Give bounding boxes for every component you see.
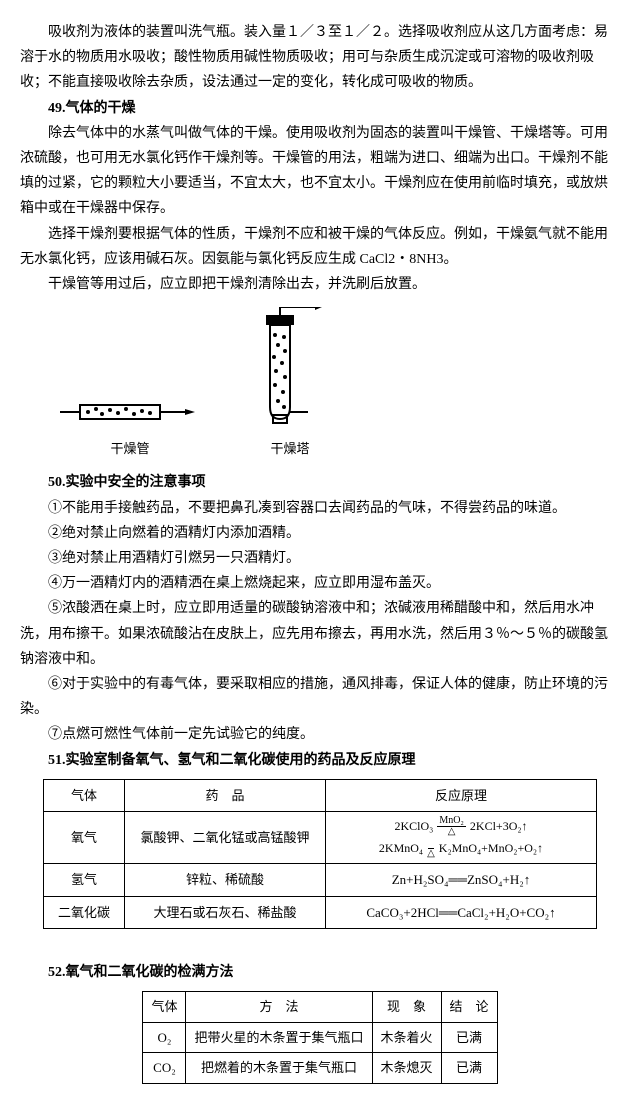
table-row: 气体 方 法 现 象 结 论	[143, 992, 497, 1022]
table-52: 气体 方 法 现 象 结 论 O₂ 把带火星的木条置于集气瓶口 木条着火 已满 …	[142, 991, 497, 1083]
s50-item-2: ②绝对禁止向燃着的酒精灯内添加酒精。	[20, 521, 620, 546]
cell-concl: 已满	[441, 1053, 497, 1083]
cell-method: 把带火星的木条置于集气瓶口	[186, 1022, 372, 1052]
table-51: 气体 药 品 反应原理 氧气 氯酸钾、二氧化锰或高锰酸钾 2KClO₃ MnO₂…	[43, 779, 597, 929]
table-row: 气体 药 品 反应原理	[44, 779, 597, 811]
s50-item-4: ④万一酒精灯内的酒精洒在桌上燃烧起来，应立即用湿布盖灭。	[20, 571, 620, 596]
section-49-title: 49.气体的干燥	[20, 96, 620, 121]
eq-part: 2KMnO₄	[379, 838, 423, 860]
cell-gas: CO₂	[143, 1053, 186, 1083]
cell-reagent: 大理石或石灰石、稀盐酸	[125, 896, 326, 928]
th-concl: 结 论	[441, 992, 497, 1022]
cell-eq: 2KClO₃ MnO₂△ 2KCl+3O₂↑ 2KMnO₄ △ K₂MnO₄+M…	[326, 812, 597, 864]
cell-phen: 木条熄灭	[372, 1053, 441, 1083]
th-gas: 气体	[44, 779, 125, 811]
th-method: 方 法	[186, 992, 372, 1022]
cell-method: 把燃着的木条置于集气瓶口	[186, 1053, 372, 1083]
eq-part: 2KClO₃	[394, 816, 433, 838]
th-gas: 气体	[143, 992, 186, 1022]
drying-tube-label: 干燥管	[60, 437, 200, 460]
eq-part: 2KCl+3O₂↑	[470, 816, 528, 838]
cell-eq: CaCO₃+2HCl══CaCl₂+H₂O+CO₂↑	[326, 896, 597, 928]
table-row: 二氧化碳 大理石或石灰石、稀盐酸 CaCO₃+2HCl══CaCl₂+H₂O+C…	[44, 896, 597, 928]
s49-p1: 除去气体中的水蒸气叫做气体的干燥。使用吸收剂为固态的装置叫干燥管、干燥塔等。可用…	[20, 121, 620, 222]
cell-reagent: 氯酸钾、二氧化锰或高锰酸钾	[125, 812, 326, 864]
cell-phen: 木条着火	[372, 1022, 441, 1052]
s50-item-7: ⑦点燃可燃性气体前一定先试验它的纯度。	[20, 722, 620, 747]
drying-tower-svg	[240, 307, 340, 437]
cell-concl: 已满	[441, 1022, 497, 1052]
arrow-icon: △	[427, 838, 435, 859]
arrow-icon: MnO₂△	[437, 816, 466, 837]
drying-tube-diagram: 干燥管	[60, 387, 200, 460]
s50-item-5: ⑤浓酸洒在桌上时，应立即用适量的碳酸钠溶液中和；浓碱液用稀醋酸中和，然后用水冲洗…	[20, 596, 620, 672]
drying-tower-diagram: 干燥塔	[240, 307, 340, 460]
s49-p3: 干燥管等用过后，应立即把干燥剂清除出去，并洗刷后放置。	[20, 272, 620, 297]
s50-item-3: ③绝对禁止用酒精灯引燃另一只酒精灯。	[20, 546, 620, 571]
cell-eq: Zn+H₂SO₄══ZnSO₄+H₂↑	[326, 864, 597, 896]
intro-paragraph: 吸收剂为液体的装置叫洗气瓶。装入量１／３至１／２。选择吸收剂应从这几方面考虑：易…	[20, 20, 620, 96]
th-principle: 反应原理	[326, 779, 597, 811]
section-50-title: 50.实验中安全的注意事项	[20, 470, 620, 495]
diagrams: 干燥管 干燥塔	[60, 307, 620, 460]
table-row: 氢气 锌粒、稀硫酸 Zn+H₂SO₄══ZnSO₄+H₂↑	[44, 864, 597, 896]
drying-tube-svg	[60, 387, 200, 437]
cell-gas: 二氧化碳	[44, 896, 125, 928]
cell-gas: O₂	[143, 1022, 186, 1052]
eq-part: K₂MnO₄+MnO₂+O₂↑	[439, 838, 543, 860]
cell-reagent: 锌粒、稀硫酸	[125, 864, 326, 896]
s50-item-1: ①不能用手接触药品，不要把鼻孔凑到容器口去闻药品的气味，不得尝药品的味道。	[20, 496, 620, 521]
s50-item-6: ⑥对于实验中的有毒气体，要采取相应的措施，通风排毒，保证人体的健康，防止环境的污…	[20, 672, 620, 722]
th-reagent: 药 品	[125, 779, 326, 811]
table-row: 氧气 氯酸钾、二氧化锰或高锰酸钾 2KClO₃ MnO₂△ 2KCl+3O₂↑ …	[44, 812, 597, 864]
section-51-title: 51.实验室制备氧气、氢气和二氧化碳使用的药品及反应原理	[20, 748, 620, 773]
cell-gas: 氢气	[44, 864, 125, 896]
s49-p2: 选择干燥剂要根据气体的性质，干燥剂不应和被干燥的气体反应。例如，干燥氨气就不能用…	[20, 222, 620, 272]
th-phen: 现 象	[372, 992, 441, 1022]
table-row: O₂ 把带火星的木条置于集气瓶口 木条着火 已满	[143, 1022, 497, 1052]
table-row: CO₂ 把燃着的木条置于集气瓶口 木条熄灭 已满	[143, 1053, 497, 1083]
drying-tower-label: 干燥塔	[240, 437, 340, 460]
cell-gas: 氧气	[44, 812, 125, 864]
